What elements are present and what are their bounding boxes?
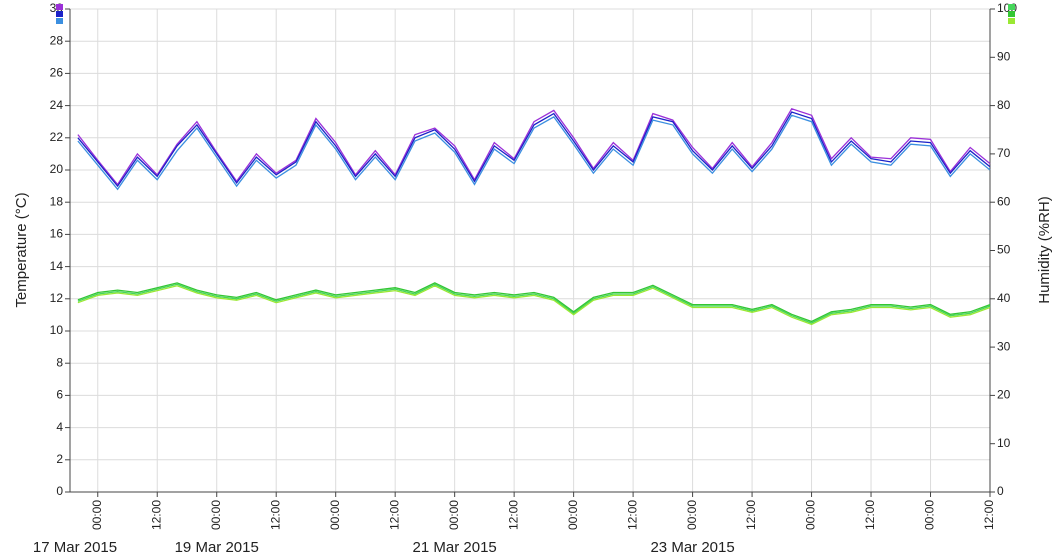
y2-tick-label: 10 — [997, 436, 1011, 450]
y-tick-label: 0 — [56, 484, 63, 498]
series-line — [77, 283, 991, 324]
legend-swatch — [1008, 11, 1015, 17]
legend-swatch — [1008, 18, 1015, 24]
x-tick-label: 12:00 — [863, 500, 877, 530]
legend-swatch — [56, 18, 63, 24]
x-tick-label: 12:00 — [149, 500, 163, 530]
x-tick-label: 00:00 — [447, 500, 461, 530]
y-tick-label: 8 — [56, 355, 63, 369]
y-tick-label: 6 — [56, 388, 63, 402]
y2-tick-label: 20 — [997, 388, 1011, 402]
x-tick-label: 00:00 — [804, 500, 818, 530]
y2-tick-label: 70 — [997, 146, 1011, 160]
y2-tick-label: 80 — [997, 98, 1011, 112]
y2-tick-label: 60 — [997, 194, 1011, 208]
series-line — [77, 108, 991, 186]
series-line — [77, 282, 991, 323]
series-line — [77, 111, 991, 188]
x-tick-label: 00:00 — [209, 500, 223, 530]
x-tick-label: 12:00 — [744, 500, 758, 530]
date-label: 19 Mar 2015 — [175, 539, 259, 556]
y-tick-label: 10 — [50, 323, 64, 337]
y-tick-label: 4 — [56, 420, 63, 434]
series-line — [77, 114, 991, 191]
y-axis-label: Temperature (°C) — [13, 192, 30, 307]
y-tick-label: 18 — [50, 194, 64, 208]
y2-tick-label: 0 — [997, 484, 1004, 498]
y-tick-label: 12 — [50, 291, 64, 305]
y-tick-label: 28 — [50, 33, 64, 47]
date-label: 23 Mar 2015 — [650, 539, 734, 556]
legend-swatch — [1008, 4, 1015, 10]
legend-swatch — [56, 4, 63, 10]
y-tick-label: 24 — [50, 98, 64, 112]
y2-tick-label: 90 — [997, 49, 1011, 63]
x-tick-label: 00:00 — [685, 500, 699, 530]
x-tick-label: 00:00 — [328, 500, 342, 530]
x-tick-label: 12:00 — [506, 500, 520, 530]
y-tick-label: 22 — [50, 130, 64, 144]
y2-tick-label: 30 — [997, 339, 1011, 353]
x-tick-label: 12:00 — [982, 500, 996, 530]
y-tick-label: 16 — [50, 227, 64, 241]
y2-axis-label: Humidity (%RH) — [1036, 196, 1053, 304]
x-tick-label: 00:00 — [566, 500, 580, 530]
y-tick-label: 2 — [56, 452, 63, 466]
x-tick-label: 12:00 — [625, 500, 639, 530]
x-tick-label: 00:00 — [923, 500, 937, 530]
x-tick-label: 00:00 — [90, 500, 104, 530]
y-tick-label: 26 — [50, 66, 64, 80]
series-line — [77, 285, 991, 326]
date-label: 17 Mar 2015 — [33, 539, 117, 556]
y2-tick-label: 50 — [997, 243, 1011, 257]
legend-swatch — [56, 11, 63, 17]
y2-tick-label: 40 — [997, 291, 1011, 305]
y-tick-label: 20 — [50, 162, 64, 176]
date-label: 21 Mar 2015 — [413, 539, 497, 556]
y-tick-label: 14 — [50, 259, 64, 273]
x-tick-label: 12:00 — [387, 500, 401, 530]
x-tick-label: 12:00 — [268, 500, 282, 530]
